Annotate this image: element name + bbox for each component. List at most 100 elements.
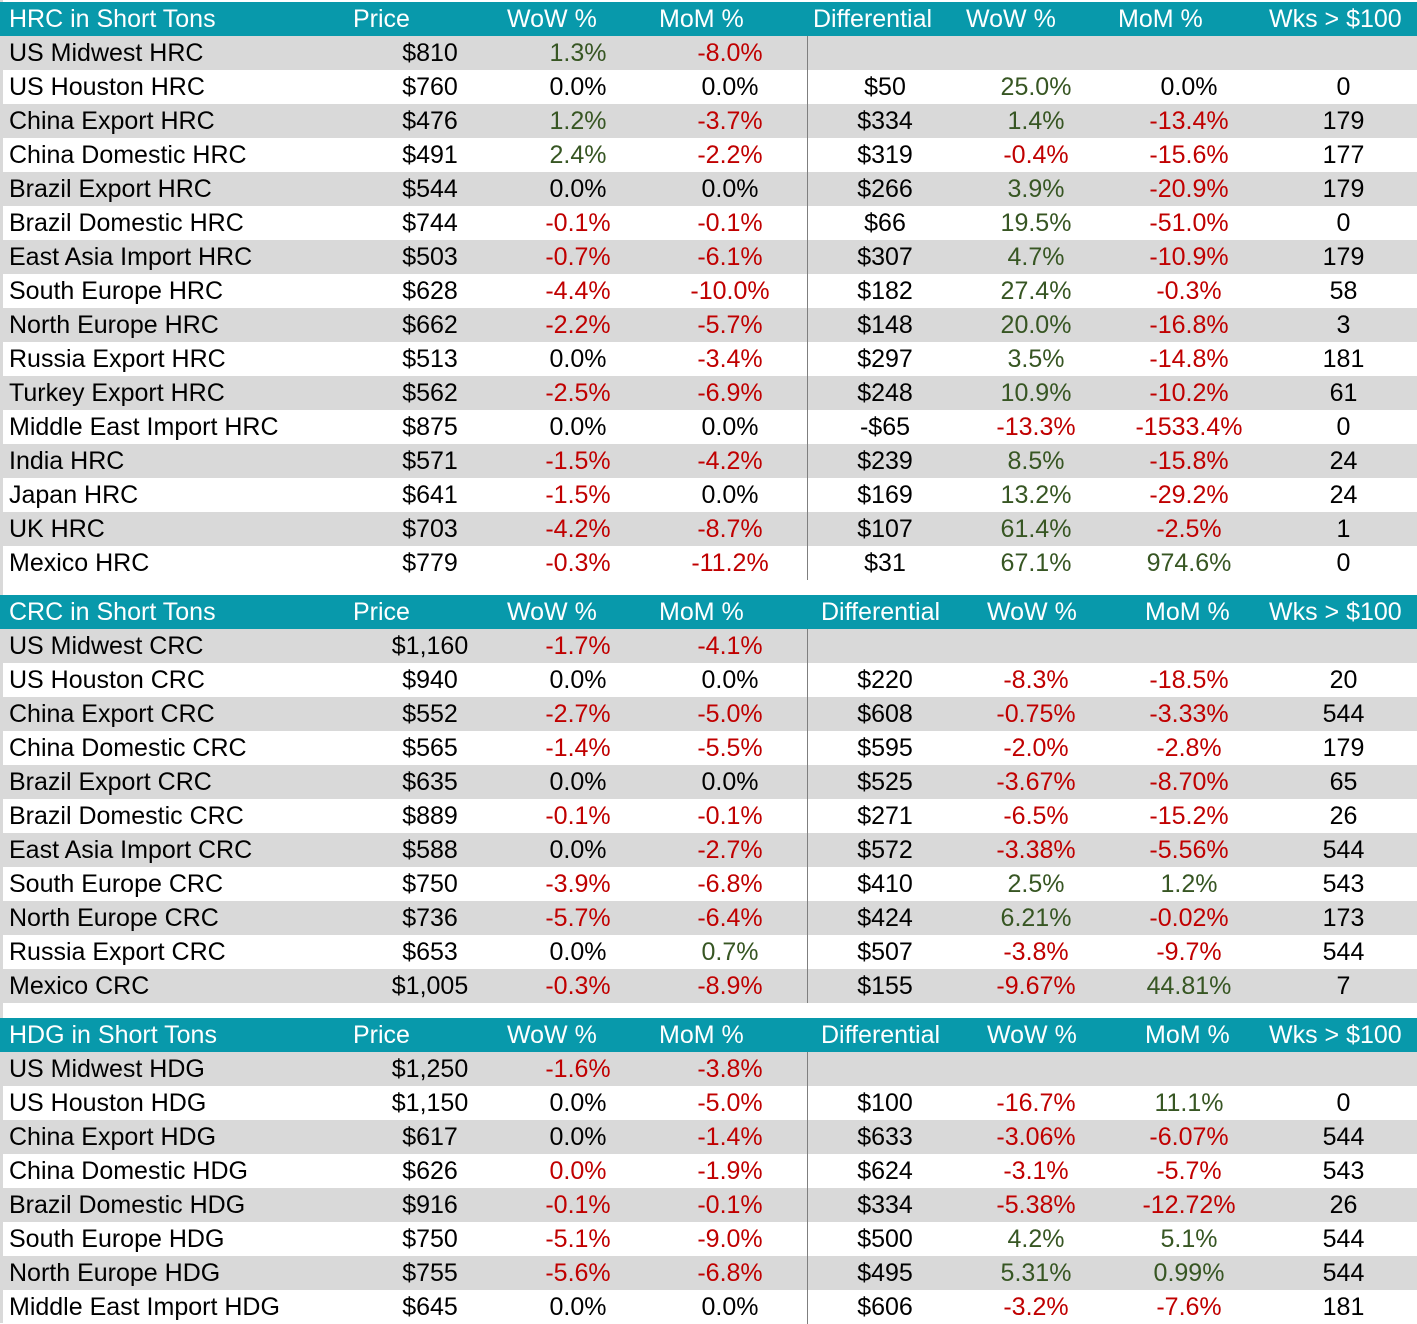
row-wks: 26 (1329, 802, 1358, 830)
row-mom: -6.1% (697, 243, 763, 271)
row-wks: 543 (1322, 1157, 1365, 1185)
header-diff-wow: WoW % (987, 598, 1077, 626)
row-mom: -6.8% (697, 1259, 763, 1287)
row-wks: 65 (1329, 768, 1358, 796)
row-diff-wow (966, 36, 1106, 70)
row-mom: 0.0% (701, 666, 759, 694)
row-mom: -10.0% (690, 277, 770, 305)
row-wks: 24 (1329, 481, 1358, 509)
row-name: South Europe CRC (9, 870, 224, 898)
row-mom: 0.0% (701, 175, 759, 203)
row-mom: -4.2% (697, 447, 763, 475)
row-name: Brazil Domestic CRC (9, 802, 244, 830)
row-differential: $410 (857, 870, 913, 898)
row-diff-wow: 25.0% (1000, 73, 1072, 101)
row-diff-wow: -13.3% (996, 413, 1076, 441)
row-mom: -0.1% (697, 1191, 763, 1219)
crc-header-row: CRC in Short Tons Price WoW % MoM % Diff… (0, 595, 1417, 629)
row-mom: -0.1% (697, 209, 763, 237)
row-name: North Europe HDG (9, 1259, 221, 1287)
row-mom: -1.4% (697, 1123, 763, 1151)
row-diff-mom: -16.8% (1149, 311, 1229, 339)
row-mom: 0.0% (701, 768, 759, 796)
row-mom: -8.7% (697, 515, 763, 543)
row-diff-wow: -0.75% (996, 700, 1076, 728)
row-name: China Export HRC (9, 107, 215, 135)
table-row: US Houston CRC $940 0.0% 0.0% $220 -8.3% -18.5… (0, 663, 1417, 697)
row-differential (815, 36, 955, 70)
row-mom: -2.2% (697, 141, 763, 169)
row-diff-wow: -5.38% (996, 1191, 1076, 1219)
row-differential: -$65 (859, 413, 911, 441)
hrc-table: HRC in Short Tons Price WoW % MoM % Diff… (0, 2, 1417, 580)
row-diff-wow: 61.4% (1000, 515, 1072, 543)
hrc-title: HRC in Short Tons (9, 5, 216, 33)
row-diff-mom: -5.7% (1156, 1157, 1222, 1185)
row-mom: -1.9% (697, 1157, 763, 1185)
row-diff-mom (1118, 629, 1260, 663)
row-diff-mom: -13.4% (1149, 107, 1229, 135)
row-diff-wow: 3.5% (1007, 345, 1065, 373)
hrc-header-row: HRC in Short Tons Price WoW % MoM % Diff… (0, 2, 1417, 36)
row-diff-wow: -9.67% (996, 972, 1076, 1000)
row-wks: 544 (1322, 700, 1365, 728)
row-diff-mom: -20.9% (1149, 175, 1229, 203)
row-wow: -0.1% (545, 1191, 611, 1219)
row-diff-wow: 27.4% (1000, 277, 1072, 305)
crc-table: CRC in Short Tons Price WoW % MoM % Diff… (0, 595, 1417, 1003)
row-differential: $155 (857, 972, 913, 1000)
row-wow: 0.0% (549, 345, 607, 373)
row-differential: $495 (857, 1259, 913, 1287)
row-name: US Houston HDG (9, 1089, 207, 1117)
row-price: $916 (402, 1191, 458, 1219)
row-wow: -0.1% (545, 802, 611, 830)
row-mom: -5.5% (697, 734, 763, 762)
row-diff-mom: -7.6% (1156, 1293, 1222, 1321)
row-mom: -2.7% (697, 836, 763, 864)
row-price: $703 (402, 515, 458, 543)
row-differential: $500 (857, 1225, 913, 1253)
row-name: East Asia Import CRC (9, 836, 253, 864)
table-row: China Domestic CRC $565 -1.4% -5.5% $595 -2.0… (0, 731, 1417, 765)
header-wow: WoW % (507, 598, 597, 626)
row-name: South Europe HDG (9, 1225, 225, 1253)
row-differential: $239 (857, 447, 913, 475)
row-wks: 24 (1329, 447, 1358, 475)
header-diff-mom: MoM % (1118, 5, 1203, 33)
table-row: UK HRC $703 -4.2% -8.7% $107 61.4% -2.5% 1 (0, 512, 1417, 546)
row-wks: 179 (1322, 243, 1365, 271)
row-wow: -3.9% (545, 870, 611, 898)
row-name: China Export HDG (9, 1123, 217, 1151)
row-wks: 20 (1329, 666, 1358, 694)
row-price: $635 (402, 768, 458, 796)
row-price: $810 (402, 39, 458, 67)
row-wow: 0.0% (549, 1123, 607, 1151)
hdg-table: HDG in Short Tons Price WoW % MoM % Diff… (0, 1018, 1417, 1324)
row-wow: 1.2% (549, 107, 607, 135)
row-diff-wow: -8.3% (1003, 666, 1069, 694)
table-row: Mexico CRC $1,005 -0.3% -8.9% $155 -9.67% 44.8… (0, 969, 1417, 1003)
row-name: Brazil Domestic HDG (9, 1191, 246, 1219)
row-diff-mom: -0.02% (1149, 904, 1229, 932)
table-row: South Europe CRC $750 -3.9% -6.8% $410 2.5% 1.… (0, 867, 1417, 901)
table-row: China Domestic HRC $491 2.4% -2.2% $319 -0.4%… (0, 138, 1417, 172)
row-price: $1,250 (391, 1055, 469, 1083)
table-row: North Europe CRC $736 -5.7% -6.4% $424 6.21% -… (0, 901, 1417, 935)
row-wks: 0 (1336, 209, 1351, 237)
row-wow: 0.0% (549, 73, 607, 101)
row-wks: 544 (1322, 1225, 1365, 1253)
row-diff-mom: 0.99% (1153, 1259, 1225, 1287)
row-differential: $169 (857, 481, 913, 509)
row-name: US Midwest HDG (9, 1055, 205, 1083)
row-name: Turkey Export HRC (9, 379, 225, 407)
row-wow: -2.2% (545, 311, 611, 339)
row-mom: -5.0% (697, 700, 763, 728)
row-wow: 0.0% (549, 768, 607, 796)
table-row: Brazil Domestic CRC $889 -0.1% -0.1% $271 -6.… (0, 799, 1417, 833)
table-row: East Asia Import HRC $503 -0.7% -6.1% $307 4.… (0, 240, 1417, 274)
row-wks: 544 (1322, 938, 1365, 966)
row-differential: $319 (857, 141, 913, 169)
header-price: Price (353, 5, 410, 33)
row-differential: $148 (857, 311, 913, 339)
row-differential: $507 (857, 938, 913, 966)
